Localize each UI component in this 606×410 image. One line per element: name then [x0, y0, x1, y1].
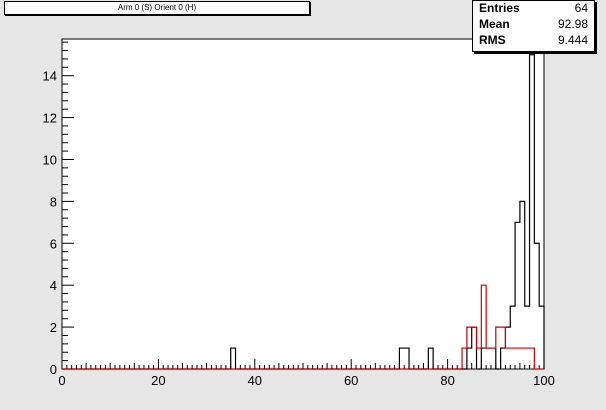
histogram-bin — [399, 348, 404, 369]
histogram-bin — [515, 348, 520, 369]
histogram-bin — [530, 348, 535, 369]
histogram-bin — [486, 348, 491, 369]
histogram-bin — [544, 285, 549, 369]
y-tick-label: 2 — [50, 320, 57, 335]
histogram-bin — [520, 348, 525, 369]
stat-row-rms: RMS 9.444 — [479, 33, 588, 49]
histogram-bin — [231, 348, 236, 369]
y-tick-label: 8 — [50, 194, 57, 209]
stats-box: Entries 64 Mean 92.98 RMS 9.444 — [472, 0, 595, 52]
histogram-title: Arm 0 (S) Orient 0 (H) — [4, 1, 310, 15]
histogram-series-1 — [62, 284, 544, 370]
histogram-bin — [467, 327, 472, 369]
x-tick-label: 20 — [151, 373, 165, 388]
y-tick-label: 6 — [50, 236, 57, 251]
histogram-bin — [496, 327, 501, 369]
stat-value: 9.444 — [557, 33, 588, 47]
y-tick-label: 10 — [43, 152, 57, 167]
stat-label: Mean — [479, 17, 510, 31]
stat-value: 92.98 — [557, 17, 588, 31]
histogram-bin — [481, 285, 486, 369]
y-tick-label: 14 — [43, 69, 57, 84]
histogram-bin — [530, 55, 535, 369]
histogram-bin — [428, 348, 433, 369]
x-tick-label: 100 — [533, 373, 555, 388]
plot-frame — [61, 38, 545, 370]
stat-label: RMS — [479, 33, 506, 47]
histogram-bin — [510, 348, 515, 369]
histogram-bin — [534, 243, 539, 369]
stat-value: 64 — [574, 1, 588, 15]
histogram-bin — [404, 348, 409, 369]
y-tick-label: 0 — [50, 362, 57, 377]
x-axis: 0 20 40 60 80 100 — [58, 359, 555, 388]
histogram-bin — [472, 327, 477, 369]
histogram-series — [62, 54, 549, 370]
histogram-bin — [520, 201, 525, 369]
x-tick-label: 0 — [58, 373, 65, 388]
x-tick-label: 40 — [248, 373, 262, 388]
stat-row-mean: Mean 92.98 — [479, 17, 588, 33]
stat-row-entries: Entries 64 — [479, 1, 588, 17]
histogram-bin — [462, 348, 467, 369]
histogram-bin — [477, 348, 482, 369]
stat-label: Entries — [479, 1, 520, 15]
x-tick-label: 80 — [440, 373, 454, 388]
histogram-bin — [505, 348, 510, 369]
histogram-bin — [539, 306, 544, 369]
y-tick-label: 12 — [43, 111, 57, 126]
histogram-bin — [491, 348, 496, 369]
histogram-bin — [501, 327, 506, 369]
y-axis: 0 2 4 6 8 10 12 14 — [43, 41, 74, 377]
histogram-bin — [515, 222, 520, 369]
x-tick-label: 60 — [344, 373, 358, 388]
y-tick-label: 4 — [50, 278, 57, 293]
histogram-bin — [525, 348, 530, 369]
